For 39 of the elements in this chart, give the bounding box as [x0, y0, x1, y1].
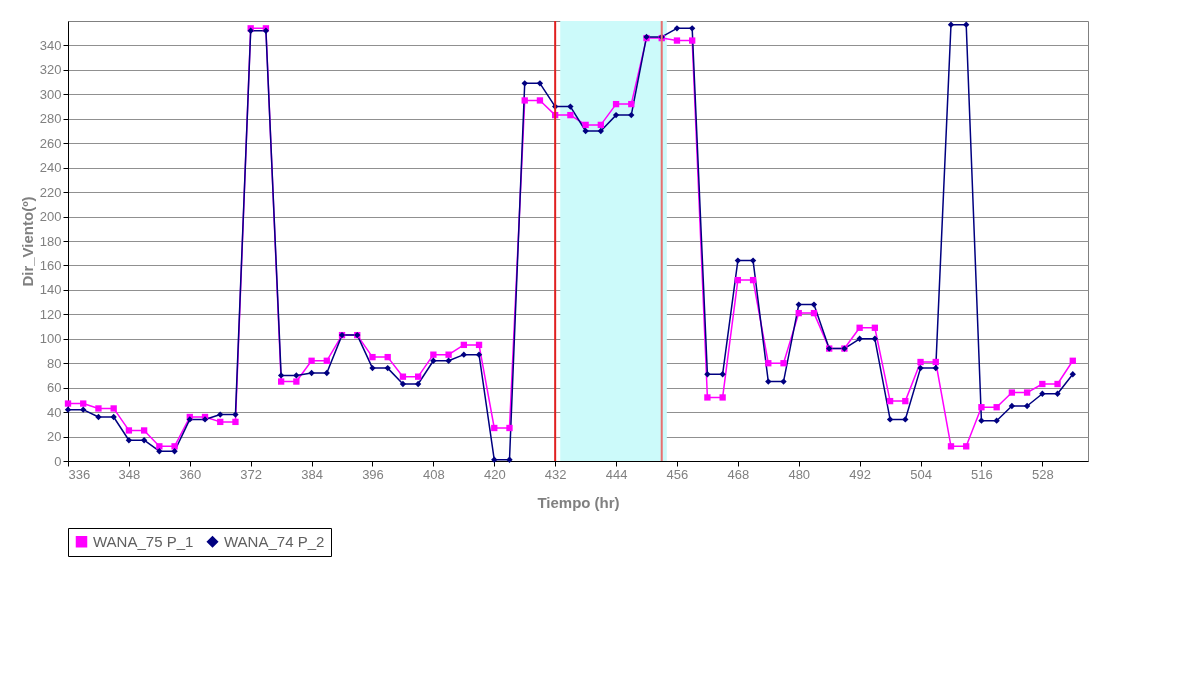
- y-tick-label: 300: [39, 86, 62, 102]
- x-tick-label: 492: [849, 466, 871, 482]
- x-axis-title: Tiempo (hr): [537, 493, 620, 511]
- x-tick-label: 456: [666, 466, 689, 482]
- y-tick-label: 160: [39, 257, 62, 273]
- y-tick-label: 40: [47, 404, 62, 420]
- y-tick-label: 20: [47, 429, 62, 445]
- legend-label: WANA_75 P_1: [93, 532, 194, 550]
- x-tick-label: 516: [971, 466, 993, 482]
- y-tick-label: 320: [39, 62, 62, 78]
- x-tick-label: 396: [362, 466, 384, 482]
- x-tick-label: 408: [423, 466, 445, 482]
- y-tick-label: 220: [39, 184, 62, 200]
- x-tick-label: 336: [68, 466, 91, 482]
- y-tick-label: 240: [39, 160, 62, 176]
- y-tick-label: 340: [39, 37, 62, 53]
- y-tick-label: 60: [47, 380, 62, 396]
- y-tick-label: 0: [54, 453, 62, 469]
- x-tick-label: 420: [483, 466, 506, 482]
- x-tick-label: 444: [605, 466, 628, 482]
- x-tick-label: 372: [240, 466, 263, 482]
- y-axis-title: Dir_Viento(º): [18, 196, 36, 287]
- y-tick-label: 260: [39, 135, 62, 151]
- y-tick-label: 200: [39, 209, 62, 225]
- x-tick-label: 360: [179, 466, 202, 482]
- x-tick-label: 432: [544, 466, 567, 482]
- x-tick-label: 528: [1031, 466, 1054, 482]
- y-tick-label: 80: [47, 355, 62, 371]
- y-tick-label: 180: [39, 233, 62, 249]
- y-tick-label: 120: [39, 306, 62, 322]
- x-tick-label: 480: [788, 466, 811, 482]
- x-tick-label: 504: [910, 466, 932, 482]
- legend-label: WANA_74 P_2: [224, 532, 325, 550]
- x-tick-label: 468: [727, 466, 750, 482]
- y-tick-label: 100: [39, 331, 62, 347]
- y-tick-label: 140: [39, 282, 62, 298]
- y-tick-label: 280: [39, 111, 62, 127]
- x-tick-label: 348: [118, 466, 141, 482]
- x-tick-label: 384: [301, 466, 323, 482]
